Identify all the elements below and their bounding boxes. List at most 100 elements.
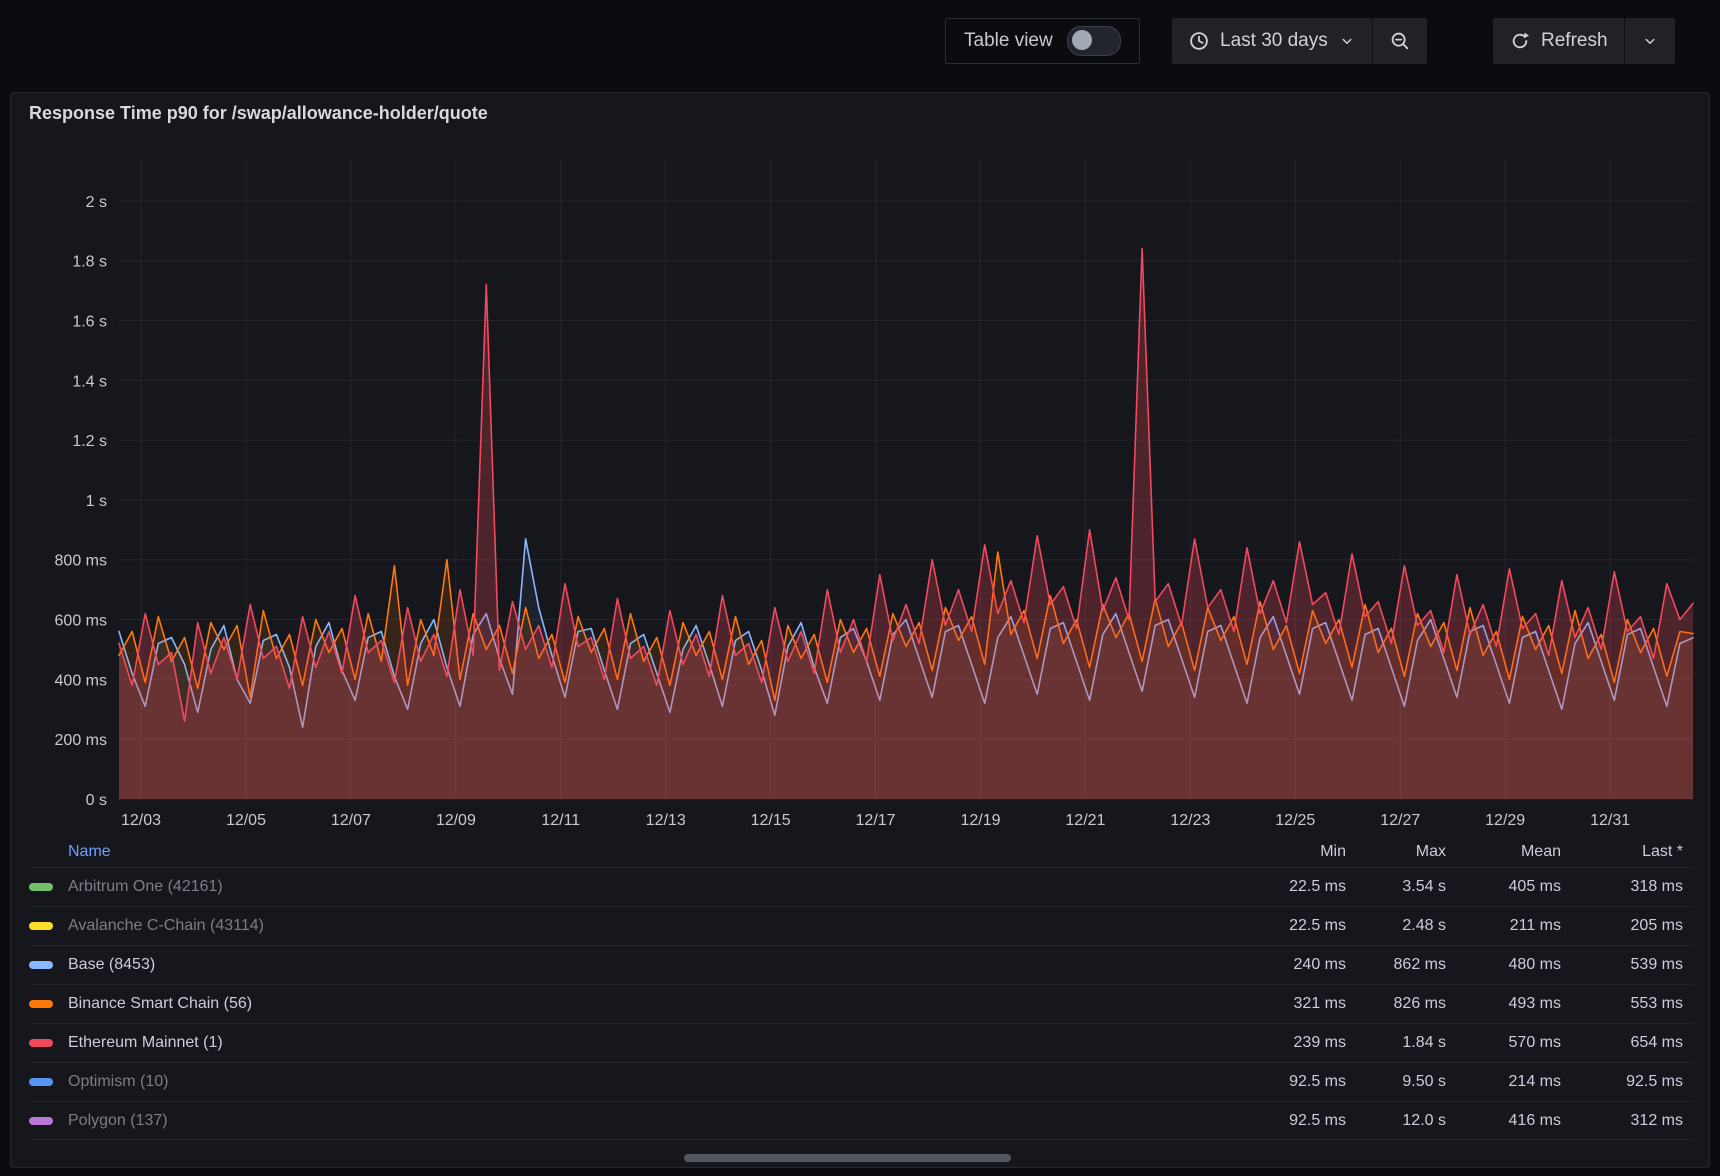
legend-value-max: 12.0 s: [1346, 1112, 1446, 1130]
legend-header-min[interactable]: Min: [1236, 843, 1346, 861]
legend-value-mean: 493 ms: [1446, 995, 1561, 1013]
x-axis-tick-label: 12/27: [1380, 812, 1420, 829]
y-axis-tick-label: 1.6 s: [72, 313, 107, 330]
legend-series-name-cell: Avalanche C-Chain (43114): [29, 917, 1236, 935]
series-area-Ethereum Mainnet (1): [119, 249, 1693, 799]
x-axis-tick-label: 12/11: [541, 812, 580, 829]
legend-value-max: 862 ms: [1346, 956, 1446, 974]
y-axis-tick-label: 600 ms: [55, 613, 107, 630]
x-axis-tick-label: 12/31: [1590, 812, 1630, 829]
x-axis-tick-label: 12/23: [1170, 812, 1210, 829]
legend-series-name-cell: Optimism (10): [29, 1073, 1236, 1091]
legend-value-last: 312 ms: [1561, 1112, 1683, 1130]
chevron-down-icon: [1641, 32, 1659, 50]
legend-value-mean: 570 ms: [1446, 1034, 1561, 1052]
legend-header-max[interactable]: Max: [1346, 843, 1446, 861]
y-axis-tick-label: 0 s: [86, 792, 107, 809]
x-axis-tick-label: 12/03: [121, 812, 161, 829]
legend-value-last: 539 ms: [1561, 956, 1683, 974]
series-name-label[interactable]: Polygon (137): [68, 1112, 168, 1130]
x-axis-tick-label: 12/25: [1275, 812, 1315, 829]
x-axis-tick-label: 12/05: [226, 812, 266, 829]
series-name-label[interactable]: Base (8453): [68, 956, 155, 974]
legend-value-max: 826 ms: [1346, 995, 1446, 1013]
legend-value-mean: 214 ms: [1446, 1073, 1561, 1091]
y-axis-tick-label: 800 ms: [55, 553, 107, 570]
series-color-swatch-icon[interactable]: [29, 883, 53, 891]
legend-value-min: 240 ms: [1236, 956, 1346, 974]
legend-value-last: 92.5 ms: [1561, 1073, 1683, 1091]
legend-row[interactable]: Binance Smart Chain (56) 321 ms826 ms493 …: [29, 984, 1693, 1023]
x-axis-tick-label: 12/17: [856, 812, 896, 829]
series-color-swatch-icon[interactable]: [29, 1000, 53, 1008]
time-range-group: Last 30 days: [1172, 18, 1427, 64]
zoom-out-button[interactable]: [1372, 18, 1427, 64]
table-view-toggle-knob: [1072, 30, 1092, 50]
legend-row[interactable]: Arbitrum One (42161)22.5 ms3.54 s405 ms3…: [29, 867, 1693, 906]
series-name-label[interactable]: Arbitrum One (42161): [68, 878, 223, 896]
legend-series-name-cell: Ethereum Mainnet (1): [29, 1034, 1236, 1052]
x-axis-tick-label: 12/19: [960, 812, 1000, 829]
legend-value-last: 553 ms: [1561, 995, 1683, 1013]
x-axis-tick-label: 12/07: [331, 812, 371, 829]
legend-value-mean: 480 ms: [1446, 956, 1561, 974]
series-color-swatch-icon[interactable]: [29, 961, 53, 969]
series-color-swatch-icon[interactable]: [29, 922, 53, 930]
legend-value-mean: 416 ms: [1446, 1112, 1561, 1130]
series-name-label[interactable]: Binance Smart Chain (56): [68, 995, 252, 1013]
legend-header-last[interactable]: Last *: [1561, 843, 1683, 861]
series-color-swatch-icon[interactable]: [29, 1117, 53, 1125]
legend-row[interactable]: Base (8453) 240 ms862 ms480 ms539 ms: [29, 945, 1693, 984]
legend-value-max: 3.54 s: [1346, 878, 1446, 896]
legend-horizontal-scrollbar[interactable]: [684, 1154, 1011, 1162]
table-view-control[interactable]: Table view: [945, 18, 1140, 64]
time-series-chart[interactable]: 0 s200 ms400 ms600 ms800 ms1 s1.2 s1.4 s…: [11, 153, 1711, 843]
series-name-label[interactable]: Optimism (10): [68, 1073, 168, 1091]
refresh-button[interactable]: Refresh: [1493, 18, 1624, 64]
chevron-down-icon: [1338, 32, 1356, 50]
legend-header-row: NameMinMaxMeanLast *: [29, 837, 1693, 867]
table-view-label: Table view: [964, 30, 1053, 52]
series-name-label[interactable]: Avalanche C-Chain (43114): [68, 917, 264, 935]
refresh-interval-dropdown[interactable]: [1624, 18, 1675, 64]
legend-value-min: 92.5 ms: [1236, 1112, 1346, 1130]
series-color-swatch-icon[interactable]: [29, 1078, 53, 1086]
time-range-button[interactable]: Last 30 days: [1172, 18, 1372, 64]
clock-icon: [1188, 30, 1210, 52]
legend-value-min: 22.5 ms: [1236, 917, 1346, 935]
table-view-toggle[interactable]: [1067, 26, 1121, 56]
series-color-swatch-icon[interactable]: [29, 1039, 53, 1047]
legend-row[interactable]: Avalanche C-Chain (43114) 22.5 ms2.48 s21…: [29, 906, 1693, 945]
legend-row[interactable]: Optimism (10)92.5 ms9.50 s214 ms92.5 ms: [29, 1062, 1693, 1101]
legend-series-name-cell: Binance Smart Chain (56): [29, 995, 1236, 1013]
y-axis-tick-label: 2 s: [86, 194, 107, 211]
y-axis-tick-label: 1.4 s: [72, 373, 107, 390]
legend-value-mean: 211 ms: [1446, 917, 1561, 935]
time-range-label: Last 30 days: [1220, 30, 1328, 52]
legend-row[interactable]: Ethereum Mainnet (1)239 ms1.84 s570 ms65…: [29, 1023, 1693, 1062]
panel-title[interactable]: Response Time p90 for /swap/allowance-ho…: [29, 103, 488, 124]
legend-header-mean[interactable]: Mean: [1446, 843, 1561, 861]
x-axis-tick-label: 12/21: [1065, 812, 1105, 829]
legend-series-name-cell: Base (8453): [29, 956, 1236, 974]
refresh-group: Refresh: [1493, 18, 1675, 64]
legend-value-mean: 405 ms: [1446, 878, 1561, 896]
legend-value-min: 22.5 ms: [1236, 878, 1346, 896]
y-axis-tick-label: 1 s: [86, 493, 107, 510]
y-axis-tick-label: 1.2 s: [72, 433, 107, 450]
legend-value-max: 2.48 s: [1346, 917, 1446, 935]
x-axis-tick-label: 12/15: [751, 812, 791, 829]
legend-row[interactable]: Polygon (137) 92.5 ms12.0 s416 ms312 ms: [29, 1101, 1693, 1140]
legend-header-name[interactable]: Name: [29, 843, 1236, 861]
zoom-out-icon: [1389, 30, 1411, 52]
x-axis-tick-label: 12/29: [1485, 812, 1525, 829]
refresh-label: Refresh: [1541, 30, 1608, 52]
legend-value-min: 321 ms: [1236, 995, 1346, 1013]
legend-series-name-cell: Arbitrum One (42161): [29, 878, 1236, 896]
refresh-icon: [1509, 30, 1531, 52]
legend-series-name-cell: Polygon (137): [29, 1112, 1236, 1130]
legend-table: NameMinMaxMeanLast * Arbitrum One (42161)…: [29, 837, 1693, 1140]
series-name-label[interactable]: Ethereum Mainnet (1): [68, 1034, 223, 1052]
x-axis-tick-label: 12/13: [646, 812, 686, 829]
legend-value-min: 239 ms: [1236, 1034, 1346, 1052]
